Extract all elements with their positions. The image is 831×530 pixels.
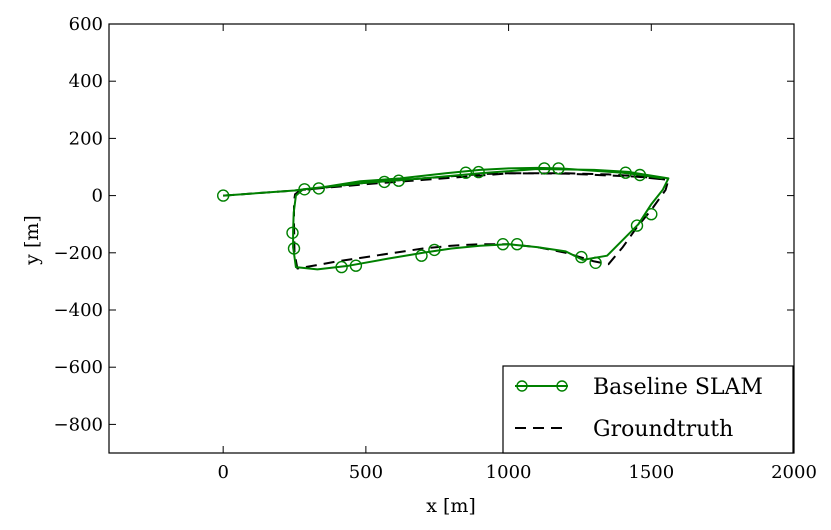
- x-tick-label: 1000: [486, 462, 532, 483]
- x-tick-label: 0: [217, 462, 228, 483]
- x-tick-label: 2000: [771, 462, 817, 483]
- data-point-marker: [619, 166, 632, 179]
- series-line-groundtruth: [223, 172, 670, 270]
- x-tick-label: 500: [349, 462, 383, 483]
- data-point-marker: [496, 237, 510, 251]
- legend-label-baseline: Baseline SLAM: [593, 375, 763, 400]
- y-tick-label: −600: [54, 357, 103, 378]
- data-point-marker: [459, 166, 472, 179]
- legend-swatch-baseline-marker-left: [516, 380, 528, 392]
- y-tick-label: 600: [69, 14, 103, 35]
- data-point-marker: [589, 256, 602, 269]
- data-point-marker: [633, 168, 647, 182]
- data-point-marker: [630, 219, 644, 232]
- data-point-marker: [298, 183, 311, 196]
- data-point-marker: [538, 162, 551, 175]
- data-point-marker: [645, 207, 658, 221]
- data-point-marker: [335, 260, 348, 274]
- legend-label-groundtruth: Groundtruth: [593, 417, 733, 442]
- data-point-marker: [349, 259, 363, 272]
- axis-ticks: 0 500 1000 1500 20006004002000−200−400−600−8…: [54, 14, 817, 483]
- data-point-marker: [510, 237, 524, 251]
- y-tick-label: 400: [69, 71, 103, 92]
- plot-frame: [108, 23, 795, 454]
- y-tick-label: −800: [54, 414, 103, 435]
- x-tick-label: 1500: [628, 462, 674, 483]
- legend: Baseline SLAM Groundtruth: [502, 365, 794, 454]
- series-line-baseline-slam: [223, 166, 670, 271]
- data-point-marker: [472, 165, 485, 179]
- y-tick-label: 200: [69, 128, 103, 149]
- data-point-marker: [392, 174, 405, 187]
- data-point-marker: [552, 162, 565, 175]
- y-axis-label: y [m]: [21, 215, 43, 266]
- x-axis-label: x [m]: [426, 495, 476, 517]
- legend-swatch-baseline-marker-right: [556, 380, 568, 392]
- data-point-marker: [312, 182, 325, 195]
- y-tick-label: −200: [54, 243, 103, 264]
- data-point-marker: [287, 242, 301, 255]
- y-tick-label: −400: [54, 300, 103, 321]
- data-point-marker: [428, 243, 441, 257]
- data-point-marker: [575, 250, 588, 264]
- data-point-marker: [286, 226, 299, 240]
- data-point-marker: [216, 189, 230, 202]
- plot-area: [108, 23, 795, 454]
- data-point-marker: [415, 249, 428, 262]
- legend-box: [502, 365, 794, 454]
- y-tick-label: 0: [92, 186, 103, 207]
- data-point-marker: [378, 175, 391, 189]
